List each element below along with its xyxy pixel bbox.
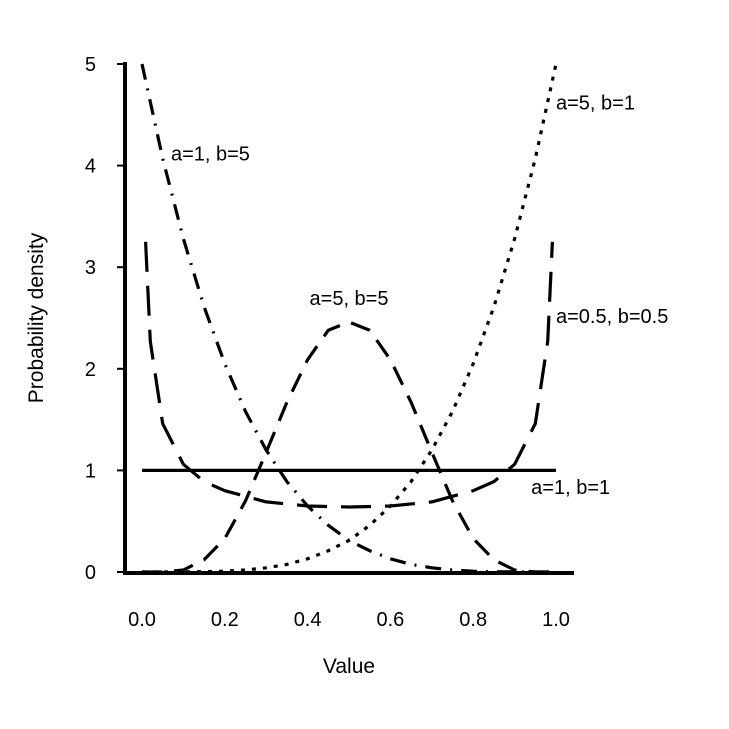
y-tick-label: 1 (85, 460, 96, 482)
series-line-a-1-b-5 (140, 63, 556, 574)
x-tick-label: 0.0 (128, 609, 156, 631)
y-ticks: 0 1 2 3 4 5 (85, 54, 125, 584)
x-tick-label: 0.8 (459, 609, 487, 631)
x-tick-label: 1.0 (542, 609, 570, 631)
curve-label: a=1, b=5 (171, 144, 250, 166)
curve-label: a=5, b=5 (310, 288, 389, 310)
curve-label: a=5, b=1 (556, 93, 635, 115)
series-line-a-5-b-5 (142, 320, 556, 574)
y-tick-label: 3 (85, 257, 96, 279)
series-line-a-5-b-1 (142, 63, 558, 574)
curve-label: a=0.5, b=0.5 (556, 306, 668, 328)
y-tick-label: 0 (85, 562, 96, 584)
y-tick-label: 4 (85, 156, 96, 178)
y-tick-label: 5 (85, 54, 96, 76)
series-group (140, 63, 558, 574)
x-tick-label: 0.4 (294, 609, 322, 631)
curve-label: a=1, b=1 (531, 477, 610, 499)
x-axis-title: Value (323, 655, 375, 678)
series-line-a-0.5-b-0.5 (144, 241, 554, 509)
x-ticks: 0.0 0.2 0.4 0.6 0.8 1.0 (128, 609, 570, 631)
y-tick-label: 2 (85, 359, 96, 381)
annotations: a=1, b=5 a=5, b=1 a=5, b=5 a=0.5, b=0.5 a=1,… (171, 93, 668, 499)
x-tick-label: 0.2 (211, 609, 239, 631)
x-tick-label: 0.6 (376, 609, 404, 631)
y-axis-title: Probability density (25, 232, 48, 403)
